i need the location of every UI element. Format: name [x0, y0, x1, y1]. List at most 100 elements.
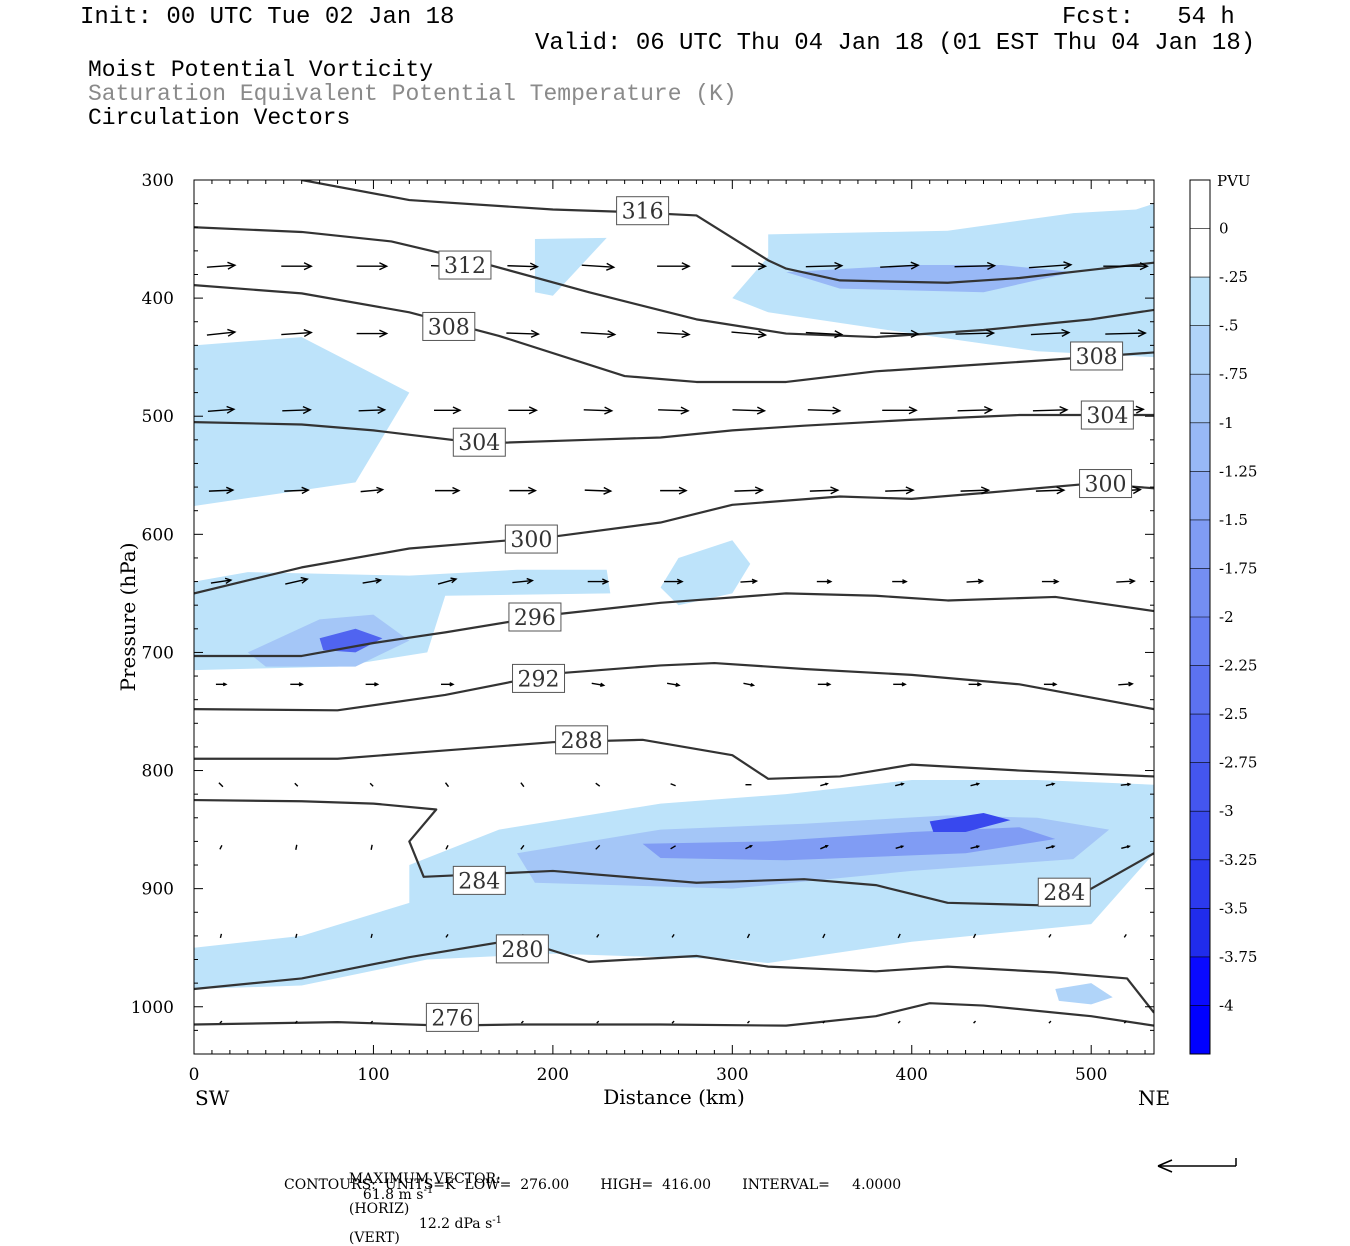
vector-arrow — [583, 406, 614, 415]
vector-arrow — [295, 933, 298, 939]
vector-arrow — [973, 1020, 977, 1024]
vector-arrow — [520, 1020, 524, 1024]
vector-arrow — [295, 844, 298, 850]
vector-arrow — [1343, 580, 1350, 584]
vector-arrow — [365, 682, 380, 687]
vector-arrow — [1121, 845, 1131, 849]
vector-arrow — [596, 934, 600, 938]
colorbar-swatch — [1190, 228, 1210, 278]
y-tick-label: 400 — [142, 289, 174, 309]
contour-308 — [194, 284, 1154, 384]
colorbar-label: -2.5 — [1219, 705, 1248, 723]
vector-arrow — [356, 262, 389, 271]
pv-region-8 — [786, 265, 1074, 293]
vector-arrow — [657, 330, 691, 339]
contour-label: 284 — [452, 865, 506, 895]
vector-arrow — [1269, 683, 1283, 687]
colorbar-label: -2.25 — [1219, 657, 1257, 675]
vector-arrow — [895, 845, 905, 849]
contour-label: 300 — [504, 524, 558, 554]
vector-arrow — [1045, 845, 1056, 849]
plot-frame — [193, 179, 1155, 1055]
contours-info: CONTOURS: UNITS=K LOW= 276.00 HIGH= 416.… — [284, 1177, 902, 1193]
vector-arrow — [507, 262, 540, 271]
y-tick-label: 700 — [142, 643, 174, 663]
colorbar-swatch — [1190, 374, 1210, 424]
vector-arrow — [895, 782, 905, 787]
contour-276 — [194, 1002, 1154, 1027]
vector-arrow — [218, 782, 224, 788]
vector-arrow — [731, 330, 768, 339]
vector-arrow — [671, 1020, 675, 1024]
vector-arrow — [1272, 846, 1280, 848]
field-title-pv: Moist Potential Vorticity — [88, 57, 434, 83]
vector-arrow — [746, 933, 751, 939]
vector-arrow — [816, 579, 833, 584]
colorbar-swatch — [1190, 762, 1210, 812]
contour-label-text: 284 — [1043, 881, 1085, 906]
vector-arrow — [1116, 578, 1136, 585]
colorbar-label: -3.25 — [1219, 851, 1257, 869]
contour-label-text: 304 — [458, 431, 500, 456]
contour-label: 296 — [508, 602, 562, 632]
x-tick-label: 200 — [537, 1065, 569, 1085]
vector-arrow — [732, 406, 767, 415]
vector-arrow — [664, 578, 684, 585]
vector-arrow — [1035, 486, 1066, 495]
vector-arrow — [1043, 682, 1058, 687]
colorbar-label: -2.75 — [1219, 754, 1257, 772]
contour-300 — [194, 482, 1154, 595]
vector-arrow — [445, 934, 449, 938]
vector-arrow — [444, 782, 450, 788]
vector-arrow — [960, 486, 991, 495]
colorbar-label: -2 — [1219, 608, 1234, 626]
vector-arrow — [285, 576, 309, 585]
pv-region-10 — [319, 628, 383, 653]
vector-arrow — [817, 682, 832, 687]
contour-label-text: 288 — [561, 729, 603, 754]
vector-arrow — [1048, 1020, 1052, 1024]
colorbar-label: -.25 — [1219, 268, 1248, 286]
vector-arrow — [369, 782, 374, 787]
vector-arrow — [1032, 405, 1069, 415]
colorbar-label: -1.75 — [1219, 559, 1257, 577]
vector-arrow — [445, 844, 449, 850]
vector-arrow — [506, 329, 541, 338]
contour-316 — [301, 180, 1154, 284]
vector-arrow — [282, 406, 312, 415]
vector-arrow — [745, 845, 753, 850]
contour-312 — [194, 226, 1154, 339]
vector-arrow — [805, 330, 844, 339]
vector-arrow — [512, 577, 535, 585]
contour-label-text: 308 — [428, 315, 470, 340]
colorbar-label: -3.75 — [1219, 948, 1257, 966]
colorbar-swatch — [1190, 908, 1210, 958]
vector-arrow — [1123, 1020, 1127, 1024]
vector-arrow — [1123, 934, 1127, 938]
x-axis-label: Distance (km) — [603, 1085, 745, 1109]
x-tick-label: 500 — [1075, 1065, 1107, 1085]
vector-arrow — [210, 577, 233, 585]
vector-arrow — [880, 329, 920, 338]
vector-arrow — [1103, 262, 1149, 271]
vector-arrow — [1344, 683, 1350, 687]
vector-arrow — [219, 933, 223, 939]
cross-section-chart: 316 312 308 308 304 304 300 300 296 292 288 284 284 2… — [116, 171, 1350, 1110]
colorbar-label: -4 — [1219, 996, 1234, 1014]
vector-arrow — [581, 262, 616, 271]
colorbar-label: 0 — [1219, 220, 1229, 238]
axes: 300 400 500 600 700 800 900 1000 0 100 200 300 400 50… — [131, 171, 1154, 1085]
colorbar-swatch — [1190, 568, 1210, 618]
pv-region-0 — [194, 337, 410, 506]
vector-arrow — [1258, 330, 1294, 337]
y-tick-label: 900 — [142, 880, 174, 900]
vector-arrow — [206, 261, 237, 270]
contour-label: 300 — [1079, 469, 1133, 499]
vector-arrow — [1030, 328, 1071, 337]
x-tick-label: 0 — [189, 1065, 200, 1085]
vector-arrow — [1045, 782, 1056, 787]
contour-label-text: 280 — [501, 938, 543, 963]
vector-arrow — [1105, 329, 1147, 338]
colorbar-label: -1.5 — [1219, 511, 1248, 529]
colorbar: 0 -.25 -.5 -.75 -1 -1.25 -1.5 -1.75 -2 -2.25 -2.5 -… — [1189, 179, 1257, 1055]
